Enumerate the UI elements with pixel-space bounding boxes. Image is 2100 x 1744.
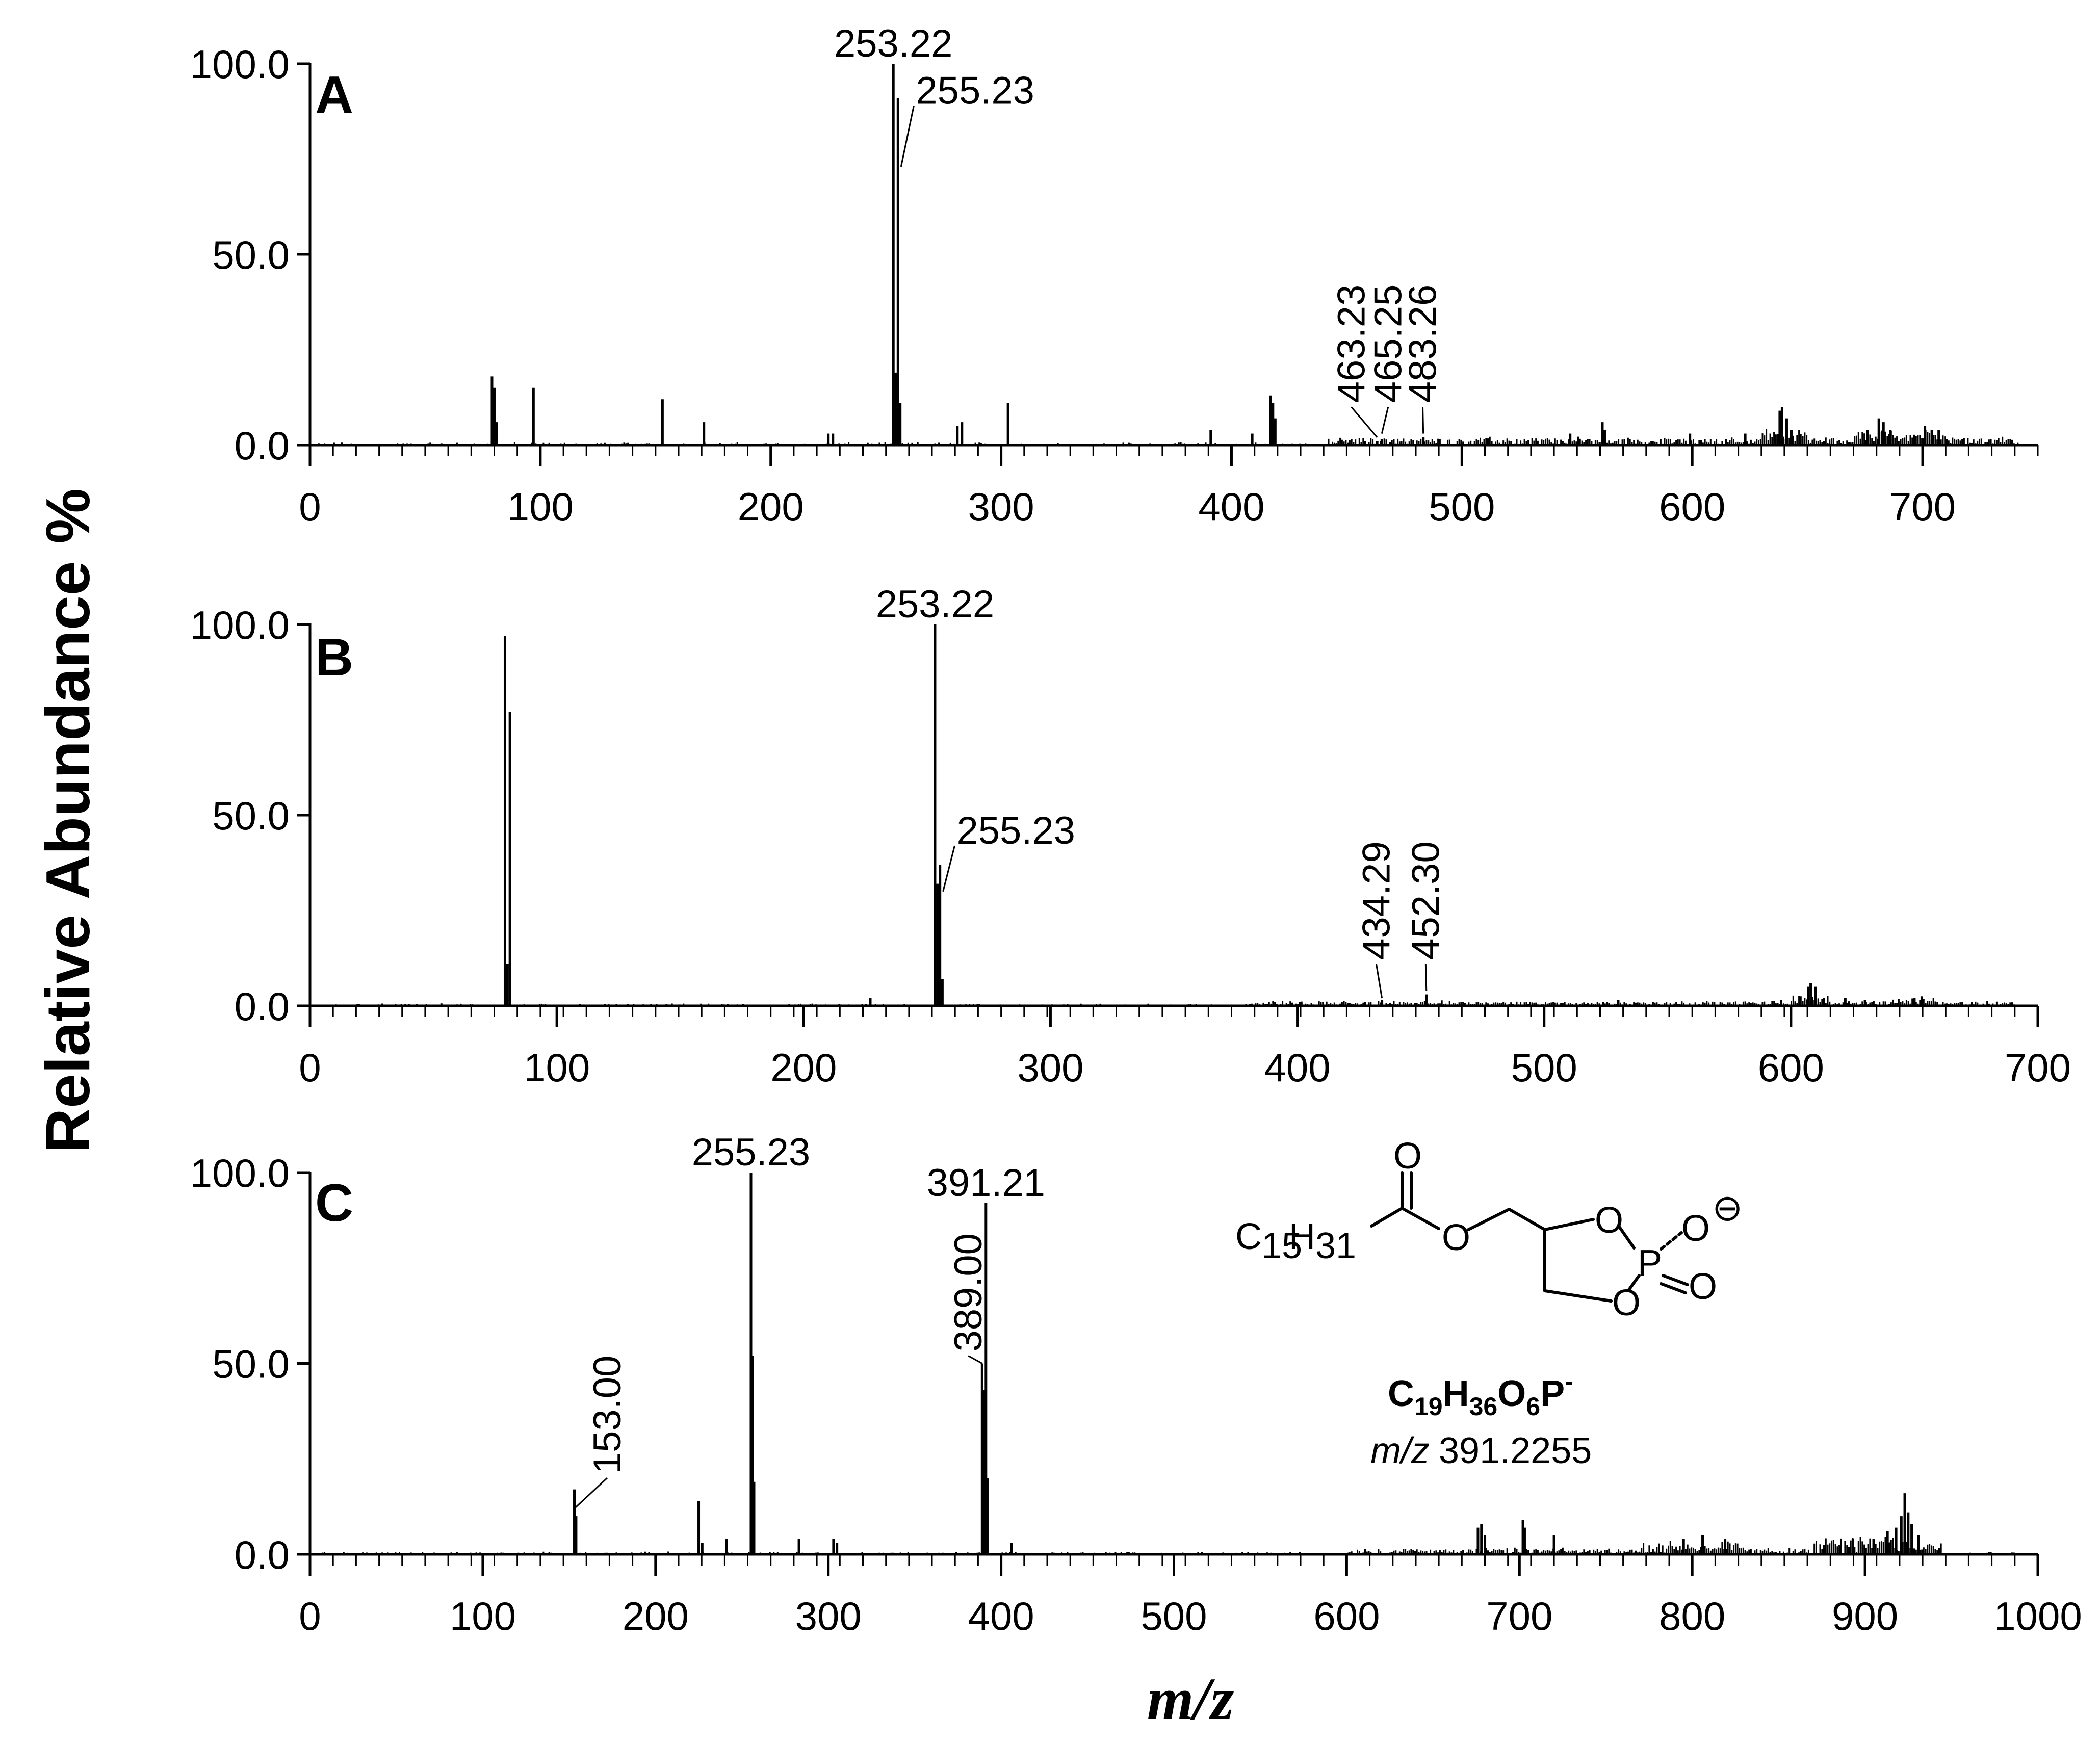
- spectrum-panel-a: A 0.0 50.0 100.0 0 100 200 300 400 500 600 700 253.…: [190, 22, 2039, 529]
- structure-atoms: C 15 H 31 O O O O P O ⊖ O: [1235, 1136, 1743, 1323]
- leader-line-a-463-23: [1351, 406, 1378, 438]
- chemical-structure: [1370, 1171, 1689, 1303]
- x-tick-label-a-0: 0: [299, 484, 321, 529]
- peak-label-a-465-25: 465.25: [1367, 284, 1410, 403]
- carbonyl-oxygen: O: [1393, 1136, 1422, 1177]
- x-minor-ticks-b: [309, 1006, 2039, 1017]
- peak-label-a-255-23: 255.23: [916, 69, 1034, 112]
- x-tick-label-b-400: 400: [1264, 1045, 1331, 1090]
- baseline-noise-b: [316, 995, 2021, 1006]
- leader-line-b-434-29: [1376, 964, 1383, 999]
- leader-line-c-389-00: [968, 1355, 983, 1364]
- y-tick-label-c-0-0: 0.0: [235, 1532, 290, 1577]
- panel-label-b: B: [315, 628, 353, 687]
- x-tick-label-a-300: 300: [968, 484, 1034, 529]
- y-tick-label-a-0-0: 0.0: [235, 423, 290, 468]
- x-minor-ticks-a: [309, 445, 2039, 456]
- y-tick-label-a-100-0: 100.0: [190, 42, 290, 87]
- y-tick-label-b-100-0: 100.0: [190, 603, 290, 647]
- leader-line-a-465-25: [1381, 406, 1389, 434]
- baseline-noise-c: [316, 1537, 2021, 1554]
- ring-oxygen-top: O: [1595, 1200, 1623, 1241]
- x-tick-label-b-0: 0: [299, 1045, 321, 1090]
- peak-label-a-253-22: 253.22: [834, 22, 952, 65]
- peak-label-b-434-29: 434.29: [1355, 841, 1398, 959]
- svg-text:C19H36O6P-: C19H36O6P-: [1388, 1367, 1573, 1421]
- x-tick-label-b-200: 200: [770, 1045, 837, 1090]
- x-tick-label-c-200: 200: [623, 1594, 689, 1638]
- ester-oxygen: O: [1442, 1217, 1470, 1258]
- leader-line-c-153-00: [574, 1477, 608, 1509]
- charge-symbol: ⊖: [1712, 1188, 1743, 1229]
- x-tick-label-b-100: 100: [524, 1045, 590, 1090]
- panel-label-c: C: [315, 1174, 353, 1233]
- y-tick-label-a-50-0: 50.0: [212, 232, 290, 277]
- exact-mass-note: m/z 391.2255: [1370, 1430, 1592, 1471]
- x-tick-label-a-600: 600: [1659, 484, 1725, 529]
- x-axis-label: m/z: [1147, 1665, 1234, 1732]
- x-tick-label-b-700: 700: [2005, 1045, 2071, 1090]
- peak-label-c-153-00: 153.00: [586, 1356, 629, 1474]
- molecular-formula: C19H36O6P-: [1388, 1367, 1573, 1421]
- x-tick-label-c-100: 100: [450, 1594, 516, 1638]
- chain-hydrogen-subscript: 31: [1315, 1226, 1356, 1266]
- x-tick-label-c-400: 400: [968, 1594, 1034, 1638]
- x-tick-label-a-700: 700: [1889, 484, 1956, 529]
- x-tick-label-c-900: 900: [1832, 1594, 1898, 1638]
- leader-line-a-255-23: [900, 105, 915, 167]
- x-tick-label-b-600: 600: [1758, 1045, 1824, 1090]
- x-tick-label-c-800: 800: [1659, 1594, 1725, 1638]
- x-tick-label-a-500: 500: [1429, 484, 1495, 529]
- peak-label-a-463-23: 463.23: [1330, 284, 1373, 403]
- chain-carbon: C: [1235, 1216, 1262, 1257]
- x-tick-label-a-400: 400: [1198, 484, 1264, 529]
- x-tick-label-c-1000: 1000: [1993, 1594, 2082, 1638]
- anionic-oxygen: O: [1681, 1208, 1710, 1249]
- y-axis-label: Relative Abundance %: [33, 488, 102, 1153]
- x-tick-label-a-200: 200: [738, 484, 804, 529]
- x-tick-label-c-600: 600: [1313, 1594, 1380, 1638]
- double-bond-oxygen: O: [1689, 1266, 1717, 1307]
- x-tick-label-c-500: 500: [1140, 1594, 1207, 1638]
- chain-carbon-subscript: 15: [1261, 1226, 1302, 1266]
- spectrum-panel-b: B 0.0 50.0 100.0 0 100 200 300 400 500 600 700 253.…: [190, 583, 2071, 1090]
- phosphorus-atom: P: [1638, 1243, 1662, 1284]
- peak-label-c-389-00: 389.00: [947, 1233, 990, 1351]
- panel-label-a: A: [315, 66, 353, 125]
- ring-oxygen-bottom: O: [1612, 1283, 1641, 1323]
- peak-label-b-255-23: 255.23: [956, 809, 1075, 852]
- peak-label-b-452-30: 452.30: [1404, 841, 1447, 959]
- peak-label-b-253-22: 253.22: [876, 583, 994, 626]
- leader-line-b-452-30: [1424, 964, 1428, 991]
- baseline-noise-a: [316, 428, 2021, 445]
- x-tick-label-c-300: 300: [795, 1594, 862, 1638]
- peak-label-a-483-26: 483.26: [1402, 284, 1445, 403]
- x-tick-label-b-300: 300: [1017, 1045, 1083, 1090]
- x-tick-label-b-500: 500: [1511, 1045, 1577, 1090]
- y-tick-label-c-100-0: 100.0: [190, 1151, 290, 1195]
- y-tick-label-b-0-0: 0.0: [235, 984, 290, 1029]
- peak-label-c-255-23: 255.23: [692, 1131, 810, 1174]
- x-tick-label-a-100: 100: [507, 484, 574, 529]
- peak-label-c-391-21: 391.21: [927, 1161, 1045, 1205]
- y-tick-label-b-50-0: 50.0: [212, 793, 290, 838]
- chain-hydrogen: H: [1289, 1216, 1315, 1257]
- y-tick-label-c-50-0: 50.0: [212, 1342, 290, 1387]
- leader-line-b-255-23: [942, 845, 955, 892]
- x-tick-label-c-0: 0: [299, 1594, 321, 1638]
- x-tick-label-c-700: 700: [1486, 1594, 1552, 1638]
- spectrum-panel-c: C 0.0 50.0 100.0 0 100 200 300 400 500 600 700 800 9…: [190, 1131, 2082, 1638]
